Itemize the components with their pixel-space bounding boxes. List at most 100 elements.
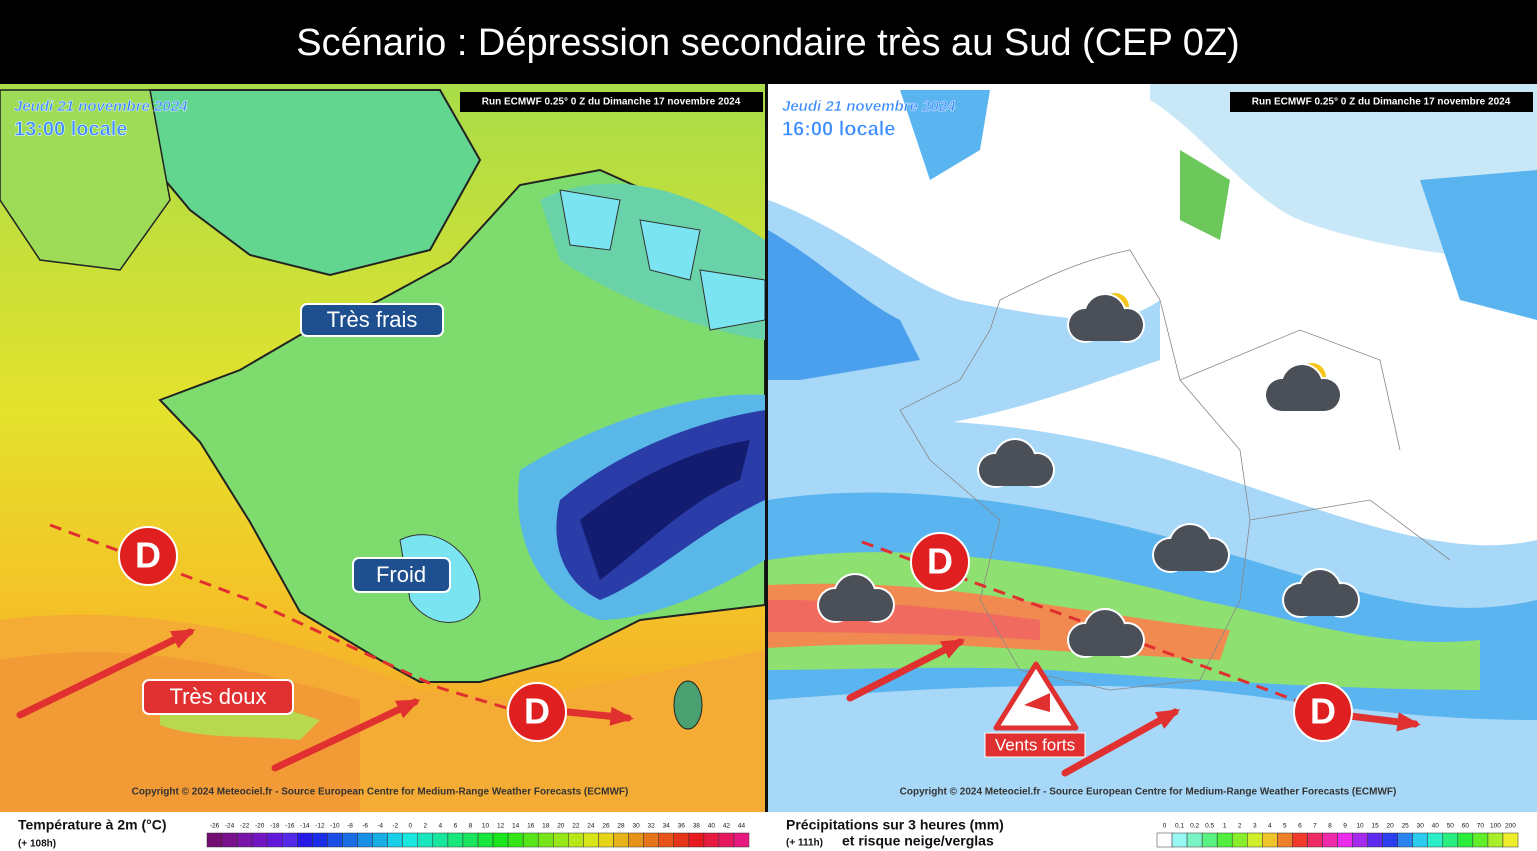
cloud bbox=[1085, 638, 1127, 656]
legend-swatch bbox=[1262, 832, 1278, 848]
legend-swatch bbox=[1156, 832, 1173, 848]
legend-swatch bbox=[1442, 832, 1459, 848]
legend-swatch bbox=[1307, 832, 1323, 848]
title: Scénario : Dépression secondaire très au… bbox=[296, 22, 1239, 64]
low-label: D bbox=[135, 535, 161, 576]
legend-tick-label: 8 bbox=[469, 823, 473, 830]
legend-tick-label: -18 bbox=[270, 823, 280, 830]
legend-tick-label: 10 bbox=[1356, 823, 1364, 830]
left-overlay: Jeudi 21 novembre 2024 13:00 locale Run … bbox=[14, 92, 763, 798]
warning-sign bbox=[993, 661, 1079, 731]
legend-tick-label: -8 bbox=[347, 823, 353, 830]
legend-swatch bbox=[613, 832, 629, 848]
legend-swatch bbox=[1502, 832, 1519, 848]
legend-swatch bbox=[1427, 832, 1444, 848]
annotation-box bbox=[300, 303, 444, 337]
legend-swatch bbox=[312, 832, 328, 848]
legend-tick-label: -16 bbox=[285, 823, 295, 830]
legend-swatch bbox=[1487, 832, 1504, 848]
legend-swatch bbox=[522, 832, 539, 848]
legend-swatch bbox=[492, 832, 509, 848]
legend-swatch bbox=[462, 832, 479, 848]
legend-tick-label: 44 bbox=[738, 823, 746, 830]
legend-swatch bbox=[628, 832, 644, 848]
low-marker bbox=[910, 532, 970, 592]
legend-tick-label: -2 bbox=[392, 823, 398, 830]
legend-tick-label: 0 bbox=[408, 823, 412, 830]
legend-swatch bbox=[417, 832, 434, 848]
legend-tick-label: 0.5 bbox=[1205, 823, 1214, 830]
copyright: Copyright © 2024 Meteociel.fr - Source E… bbox=[900, 787, 1397, 798]
legend-swatch bbox=[553, 832, 569, 848]
annotation: Vents forts bbox=[995, 735, 1075, 754]
legend-tick-label: 30 bbox=[632, 823, 640, 830]
legend-note: (+ 111h) bbox=[786, 838, 823, 849]
legend-tick-label: 24 bbox=[587, 823, 595, 830]
legend-tick-label: 3 bbox=[1253, 823, 1257, 830]
legend-tick-label: 14 bbox=[512, 823, 520, 830]
legend-tick-label: 6 bbox=[1298, 823, 1302, 830]
legend-swatch bbox=[1397, 832, 1413, 848]
legend-tick-label: -20 bbox=[255, 823, 265, 830]
legend-tick-label: 40 bbox=[1432, 823, 1440, 830]
annotation-box bbox=[352, 557, 451, 593]
legend-tick-label: 50 bbox=[1447, 823, 1455, 830]
legend-tick-label: 18 bbox=[542, 823, 550, 830]
time: 16:00 locale bbox=[782, 118, 895, 140]
legend-swatch bbox=[327, 832, 343, 848]
date: Jeudi 21 novembre 2024 bbox=[14, 98, 188, 115]
legend-swatch bbox=[1201, 832, 1218, 848]
legend-tick-label: 6 bbox=[454, 823, 458, 830]
legend-swatch bbox=[282, 832, 298, 848]
legend-swatch bbox=[372, 832, 388, 848]
legend-tick-label: 5 bbox=[1283, 823, 1287, 830]
legend-tick-label: 38 bbox=[693, 823, 701, 830]
legend-tick-label: -14 bbox=[300, 823, 310, 830]
arrow-head bbox=[940, 639, 966, 659]
legend-swatch bbox=[568, 832, 584, 848]
arrow-shaft bbox=[1061, 708, 1179, 777]
legend-swatch bbox=[537, 832, 554, 848]
legend-swatch bbox=[447, 832, 464, 848]
windsock bbox=[1024, 693, 1050, 712]
legend-swatch bbox=[718, 832, 735, 848]
legend-tick-label: 10 bbox=[482, 823, 490, 830]
legend-swatch bbox=[477, 832, 494, 848]
run-info: Run ECMWF 0.25° 0 Z du Dimanche 17 novem… bbox=[482, 97, 741, 108]
legend-tick-label: -4 bbox=[377, 823, 383, 830]
legend-swatch bbox=[432, 832, 449, 848]
legend-tick-label: 15 bbox=[1371, 823, 1379, 830]
legend-swatch bbox=[643, 832, 659, 848]
legend-tick-label: 4 bbox=[1268, 823, 1272, 830]
legend-swatch bbox=[1322, 832, 1338, 848]
legend-swatch bbox=[1412, 832, 1429, 848]
legend-swatch bbox=[387, 832, 403, 848]
low-marker bbox=[1293, 682, 1353, 742]
legend-swatch bbox=[1367, 832, 1383, 848]
low-label: D bbox=[524, 691, 550, 732]
legend-swatch bbox=[1457, 832, 1474, 848]
legend-title: Précipitations sur 3 heures (mm) bbox=[786, 817, 1004, 833]
legend-tick-label: -6 bbox=[362, 823, 368, 830]
low-label: D bbox=[1310, 691, 1336, 732]
legend-tick-label: 70 bbox=[1477, 823, 1485, 830]
legend-swatch bbox=[1216, 832, 1233, 848]
legend-swatch bbox=[1337, 832, 1353, 848]
arrow-head bbox=[170, 629, 196, 649]
legend-swatch bbox=[342, 832, 358, 848]
legend-tick-label: 28 bbox=[617, 823, 625, 830]
time: 13:00 locale bbox=[14, 118, 127, 140]
run-info: Run ECMWF 0.25° 0 Z du Dimanche 17 novem… bbox=[1252, 97, 1511, 108]
low-label: D bbox=[927, 541, 953, 582]
title-bar bbox=[0, 0, 1537, 84]
legend-swatch bbox=[1382, 832, 1398, 848]
legend-swatch bbox=[1231, 832, 1248, 848]
copyright: Copyright © 2024 Meteociel.fr - Source E… bbox=[132, 787, 629, 798]
cloud bbox=[1170, 553, 1212, 571]
arrow-head bbox=[1396, 712, 1421, 732]
annotation-box bbox=[142, 679, 294, 715]
legend-tick-label: -26 bbox=[210, 823, 220, 830]
weather-icons bbox=[817, 293, 1360, 658]
legend-swatch bbox=[357, 832, 373, 848]
